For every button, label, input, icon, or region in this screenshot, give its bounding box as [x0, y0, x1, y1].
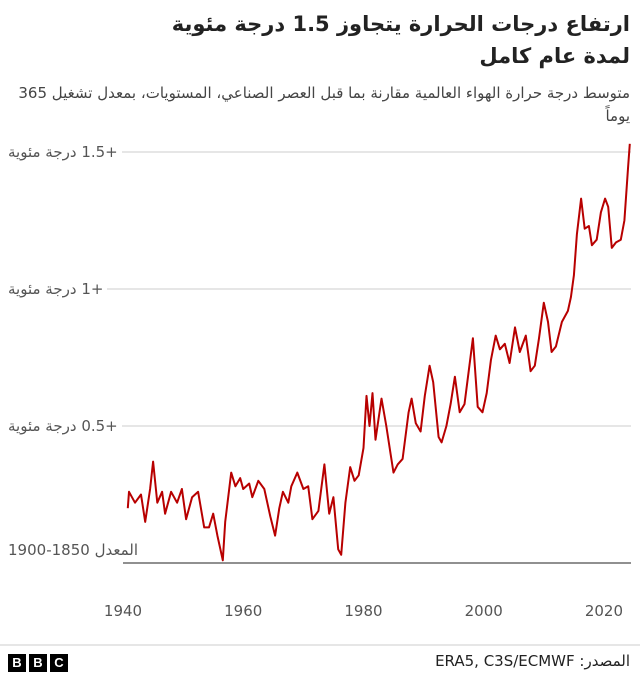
y-tick-label: +1 درجة مئوية: [8, 279, 108, 299]
source: المصدر: ERA5, C3S/ECMWF: [435, 652, 630, 670]
temperature-line: [126, 143, 631, 562]
logo-letter: B: [8, 654, 26, 672]
logo-letter: C: [50, 654, 68, 672]
x-tick-label: 1940: [103, 602, 143, 620]
chart-title: ارتفاع درجات الحرارة يتجاوز 1.5 درجة مئو…: [171, 12, 630, 68]
y-tick-label: +0.5 درجة مئوية: [8, 416, 122, 436]
x-tick-label: 2000: [464, 602, 503, 620]
x-tick-label: 1980: [344, 602, 383, 620]
logo-letter: B: [29, 654, 47, 672]
x-tick-label: 2020: [584, 602, 624, 620]
x-tick-label: 1960: [224, 602, 263, 620]
y-tick-label: +1.5 درجة مئوية: [8, 142, 122, 162]
chart-subtitle: متوسط درجة حرارة الهواء العالمية مقارنة …: [18, 84, 630, 125]
y-tick-label: المعدل 1850-1900: [8, 540, 142, 560]
